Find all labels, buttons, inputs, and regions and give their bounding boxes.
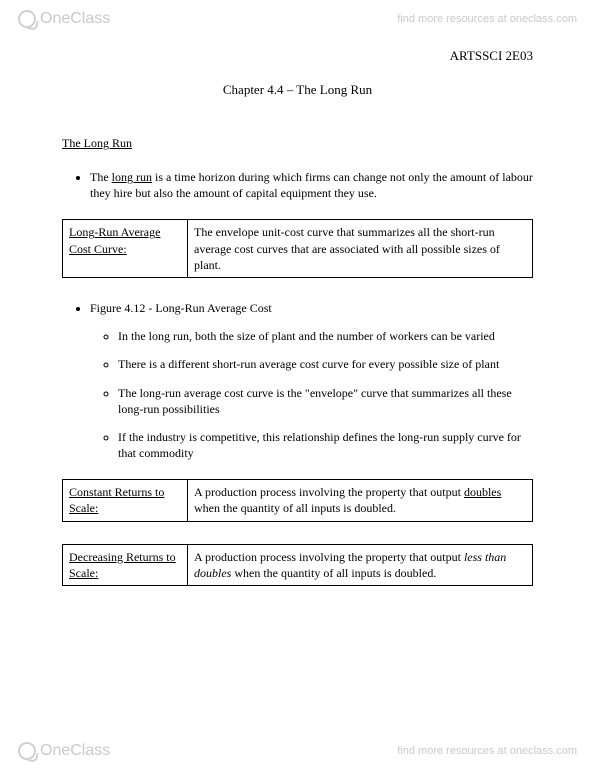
section-heading: The Long Run [62, 136, 533, 151]
brand-logo: OneClass [18, 10, 110, 28]
definition-table-crs: Constant Returns to Scale: A production … [62, 479, 533, 521]
def-desc-cell: A production process involving the prope… [188, 544, 533, 585]
def-desc-cell: The envelope unit-cost curve that summar… [188, 220, 533, 278]
def-term: Decreasing Returns to Scale [69, 550, 176, 580]
text-pre: The [90, 170, 112, 184]
desc-post: when the quantity of all inputs is doubl… [231, 566, 436, 580]
definition-table-drs: Decreasing Returns to Scale: A productio… [62, 544, 533, 586]
desc-post: when the quantity of all inputs is doubl… [194, 501, 396, 515]
header-watermark: OneClass find more resources at oneclass… [0, 10, 595, 28]
desc-pre: A production process involving the prope… [194, 550, 464, 564]
brand-icon [18, 742, 36, 760]
sub-bullet-1: In the long run, both the size of plant … [118, 328, 533, 344]
definition-table-lrac: Long-Run Average Cost Curve: The envelop… [62, 219, 533, 278]
brand-icon [18, 10, 36, 28]
page-content: ARTSSCI 2E03 Chapter 4.4 – The Long Run … [62, 48, 533, 608]
text-underline: long run [112, 170, 152, 184]
def-term: Long-Run Average Cost Curve [69, 225, 160, 255]
course-code: ARTSSCI 2E03 [62, 48, 533, 64]
text-post: is a time horizon during which firms can… [90, 170, 533, 200]
sub-bullet-4: If the industry is competitive, this rel… [118, 429, 533, 461]
footer-watermark: OneClass find more resources at oneclass… [0, 742, 595, 760]
desc-underline: doubles [464, 485, 501, 499]
def-term-cell: Constant Returns to Scale: [63, 480, 188, 521]
footer-link-text: find more resources at oneclass.com [397, 745, 577, 757]
figure-sublist: In the long run, both the size of plant … [90, 328, 533, 461]
def-term: Constant Returns to Scale [69, 485, 164, 515]
def-term-suffix: : [123, 242, 126, 256]
bullet-figure: Figure 4.12 - Long-Run Average Cost In t… [90, 300, 533, 461]
def-term-cell: Decreasing Returns to Scale: [63, 544, 188, 585]
chapter-title: Chapter 4.4 – The Long Run [62, 82, 533, 98]
header-link-text: find more resources at oneclass.com [397, 13, 577, 25]
desc-pre: A production process involving the prope… [194, 485, 464, 499]
brand-text: OneClass [40, 742, 110, 760]
sub-bullet-3: The long-run average cost curve is the "… [118, 385, 533, 417]
brand-logo: OneClass [18, 742, 110, 760]
figure-label: Figure 4.12 - Long-Run Average Cost [90, 301, 272, 315]
sub-bullet-2: There is a different short-run average c… [118, 356, 533, 372]
def-term-cell: Long-Run Average Cost Curve: [63, 220, 188, 278]
main-list: The long run is a time horizon during wh… [62, 169, 533, 201]
def-term-suffix: : [95, 501, 98, 515]
bullet-longrun-def: The long run is a time horizon during wh… [90, 169, 533, 201]
def-desc-cell: A production process involving the prope… [188, 480, 533, 521]
brand-text: OneClass [40, 10, 110, 28]
def-term-suffix: : [95, 566, 98, 580]
figure-list: Figure 4.12 - Long-Run Average Cost In t… [62, 300, 533, 461]
